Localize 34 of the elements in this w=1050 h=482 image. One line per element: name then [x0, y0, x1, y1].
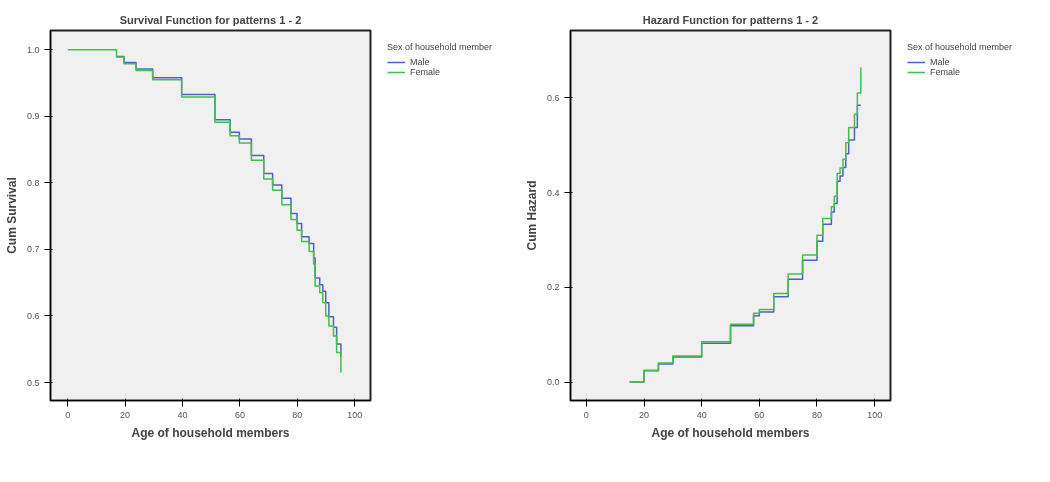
x-tick-label: 60: [754, 409, 765, 420]
y-tick-label: 0.6: [26, 310, 40, 321]
x-tick-label: 20: [639, 409, 650, 420]
y-tick-label: 0.9: [26, 111, 40, 122]
legend-label: Female: [930, 67, 961, 77]
y-tick-label: 0.8: [26, 177, 40, 188]
chart-title: Survival Function for patterns 1 - 2: [119, 13, 302, 26]
x-tick-label: 60: [234, 409, 245, 420]
x-tick-label: 0: [583, 409, 589, 420]
y-tick-label: 0.4: [546, 187, 560, 198]
y-tick-label: 0.7: [26, 244, 40, 255]
x-tick-label: 0: [65, 409, 71, 420]
legend-label: Male: [410, 57, 430, 67]
chart-title: Hazard Function for patterns 1 - 2: [642, 13, 819, 26]
y-axis-title: Cum Survival: [4, 177, 19, 254]
y-tick-label: 0.6: [546, 92, 560, 103]
x-tick-label: 40: [696, 409, 707, 420]
x-tick-label: 100: [867, 409, 883, 420]
x-axis-title: Age of household members: [131, 425, 290, 440]
y-tick-label: 1.0: [26, 44, 40, 55]
x-tick-label: 20: [120, 409, 131, 420]
x-axis-title: Age of household members: [651, 425, 810, 440]
legend-label: Male: [930, 57, 950, 67]
x-tick-label: 40: [177, 409, 188, 420]
legend-title: Sex of household member: [907, 42, 1013, 52]
x-tick-label: 100: [347, 409, 363, 420]
x-tick-label: 80: [292, 409, 303, 420]
legend-label: Female: [410, 67, 441, 77]
y-tick-label: 0.0: [546, 377, 560, 388]
legend-title: Sex of household member: [387, 42, 493, 52]
x-tick-label: 80: [811, 409, 822, 420]
y-axis-title: Cum Hazard: [524, 180, 539, 251]
y-tick-label: 0.2: [546, 282, 560, 293]
y-tick-label: 0.5: [26, 377, 40, 388]
